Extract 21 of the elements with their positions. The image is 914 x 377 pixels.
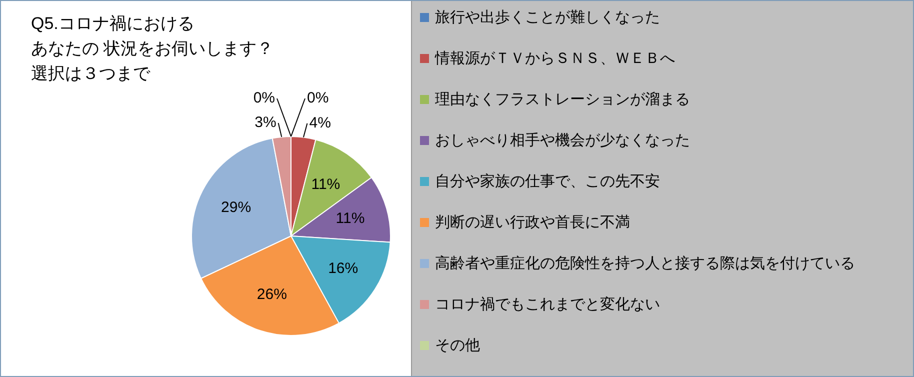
legend-label: おしゃべり相手や機会が少なくなった xyxy=(435,130,690,150)
text: 選択は３つまで xyxy=(31,63,152,85)
data-label: 11% xyxy=(336,210,365,227)
text: 0% xyxy=(253,90,275,107)
legend-label: その他 xyxy=(435,336,480,354)
legend-label: 旅行や出歩くことが難しくなった xyxy=(435,8,660,26)
data-label: 3% xyxy=(254,114,276,132)
chart-title: Q5.コロナ禍における xyxy=(31,13,196,35)
legend-label: 情報源がＴＶからＳＮＳ、ＷＥＢへ xyxy=(435,48,675,68)
data-label: 29% xyxy=(221,199,252,216)
data-label: 11% xyxy=(311,176,340,194)
text: あなたの 状況をお伺いします？ xyxy=(31,38,274,60)
data-label: 26% xyxy=(256,286,287,303)
legend-label: 自分や家族の仕事で、この先不安 xyxy=(435,172,660,190)
legend-label: 判断の遅い行政や首長に不満 xyxy=(435,212,630,232)
text: 0% xyxy=(307,90,329,107)
data-label: 4% xyxy=(309,114,331,132)
data-label: 16% xyxy=(328,260,358,278)
legend-label: 理由なくフラストレーションが溜まる xyxy=(435,90,690,108)
legend-label: コロナ禍でもこれまでと変化ない xyxy=(435,294,660,314)
legend-label: 高齢者や重症化の危険性を持つ人と接する際は気を付けている xyxy=(435,254,855,272)
